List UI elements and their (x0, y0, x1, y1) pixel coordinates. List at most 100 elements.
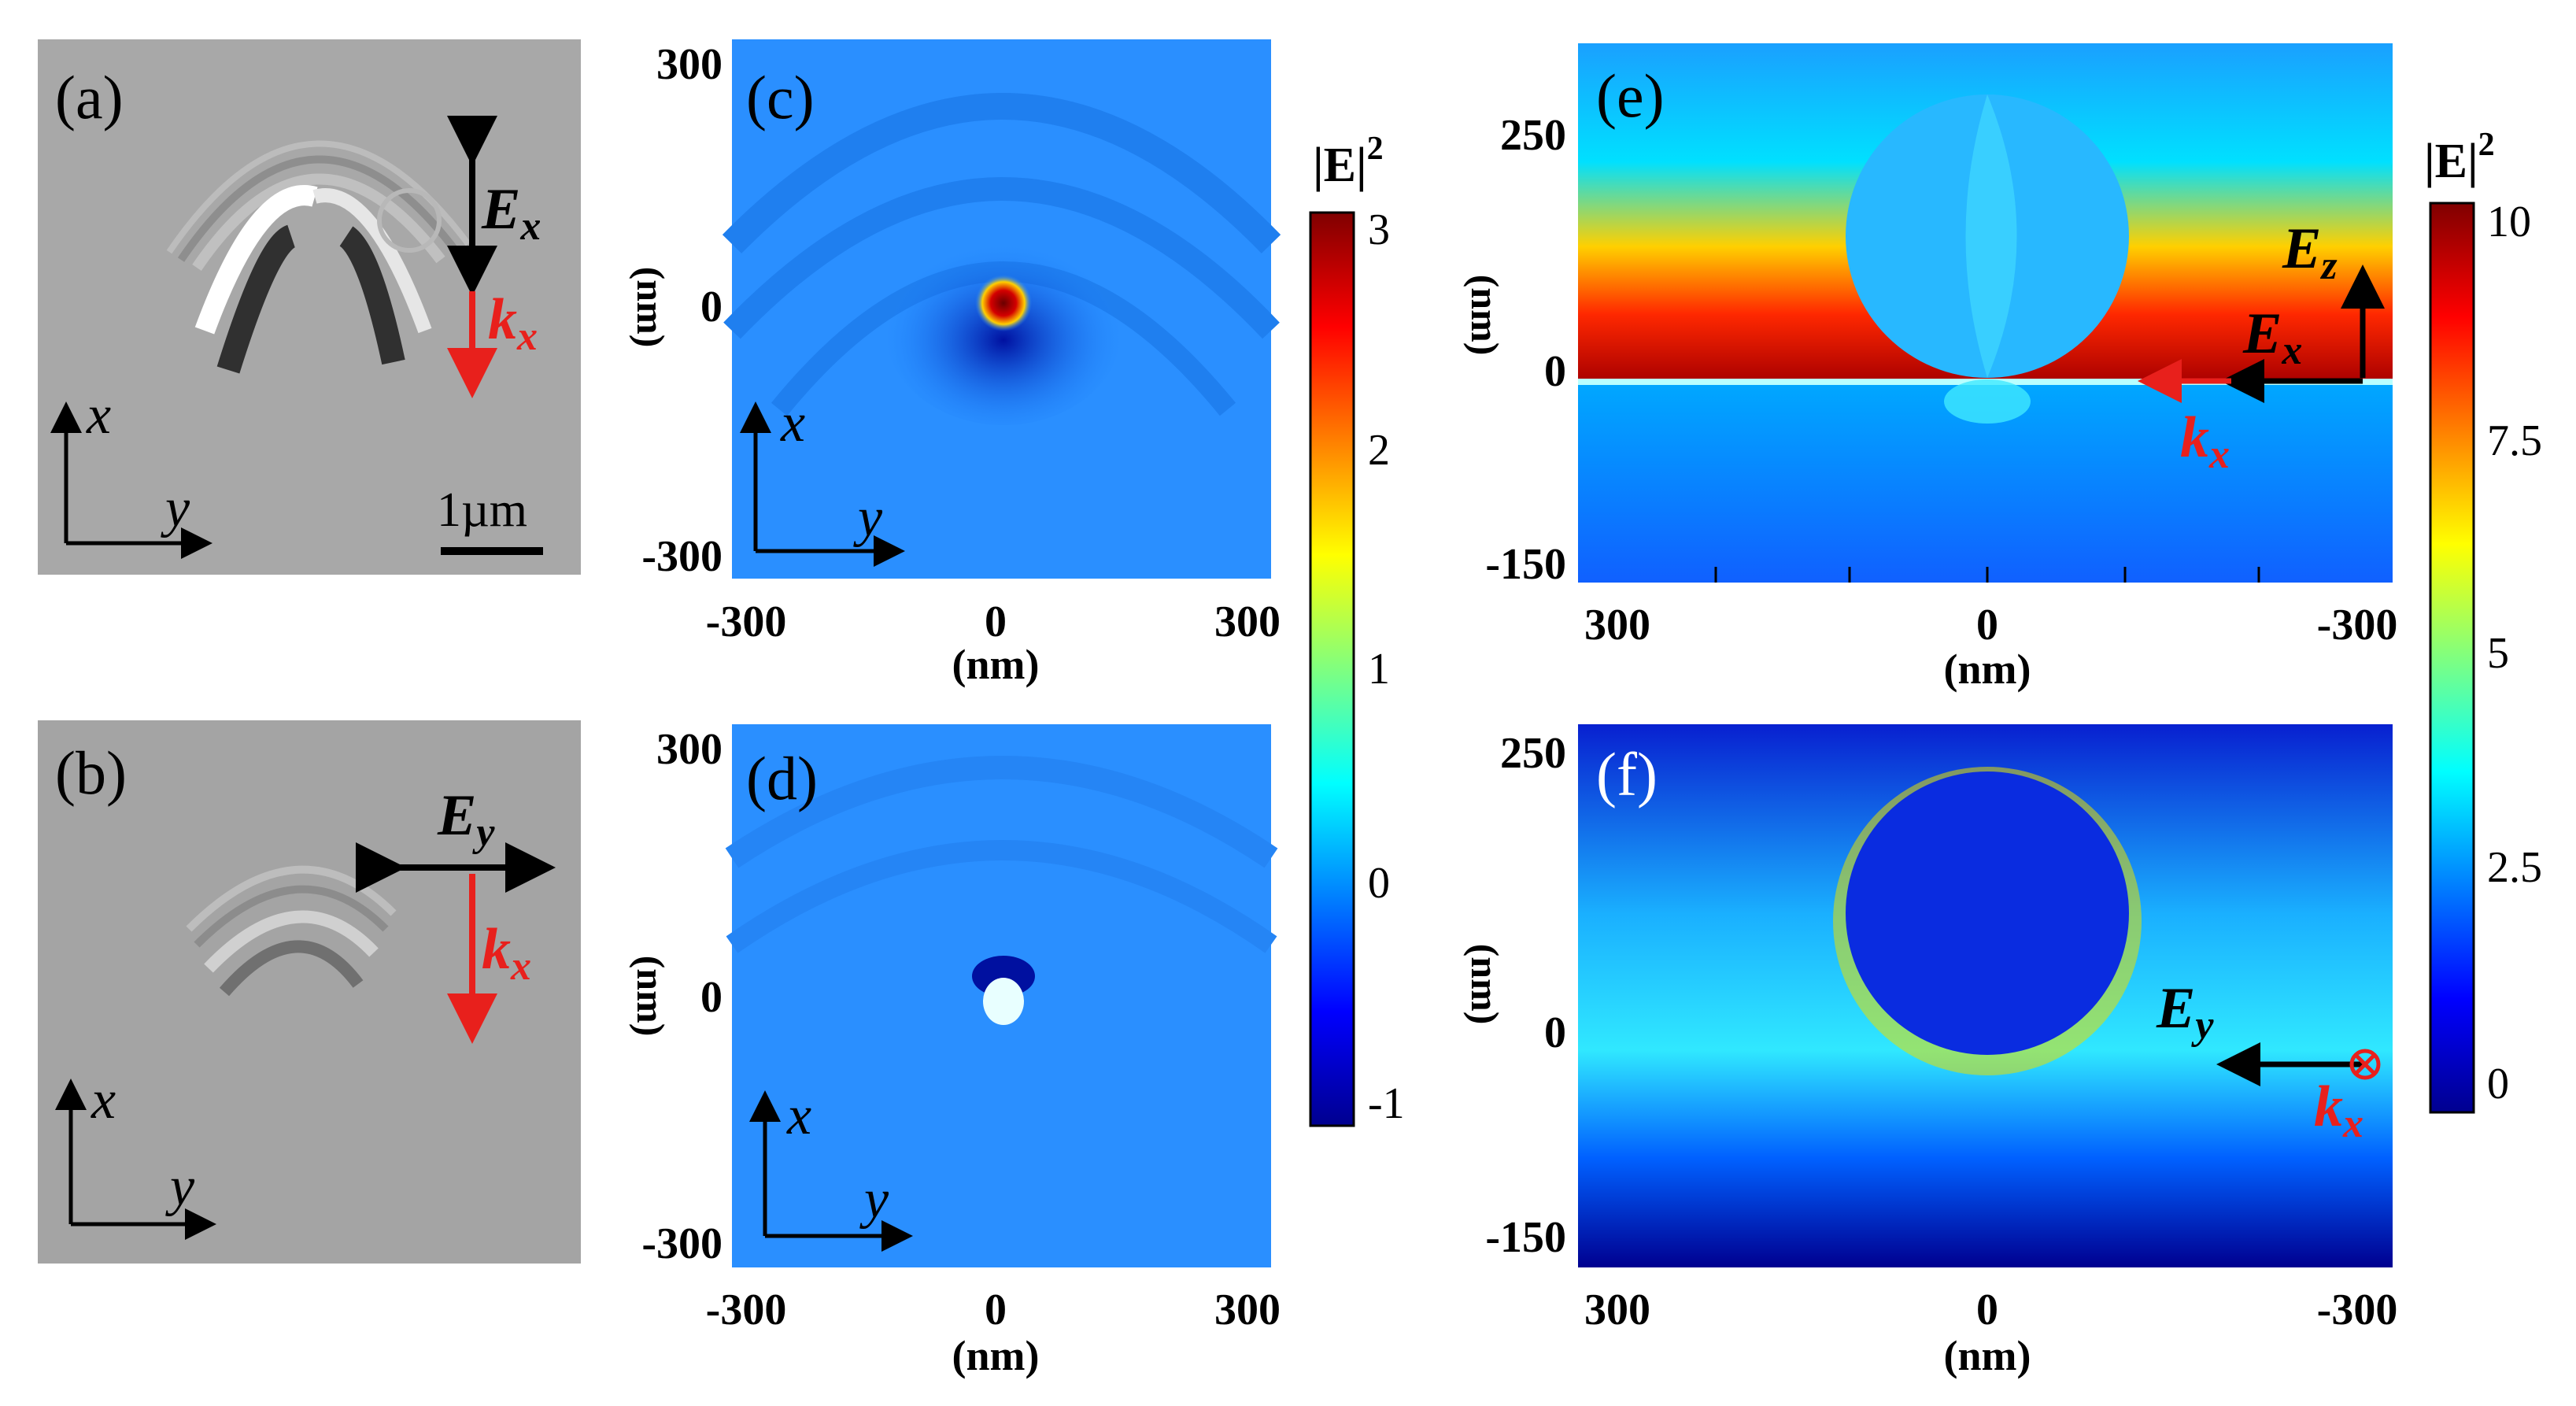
panel-e-field-x: E (2242, 302, 2282, 366)
panel-d-axes: x y (749, 1086, 913, 1252)
panel-d-axis-x: x (786, 1086, 811, 1146)
panel-b-axis-y: y (165, 1156, 195, 1217)
panel-c-xunit: (nm) (952, 641, 1040, 688)
colorbar-left-title: |E| (1313, 139, 1367, 192)
panel-b-field-arrow: Ey (356, 783, 556, 893)
svg-text:Ey: Ey (2156, 976, 2214, 1048)
panel-e-ytick-top: 250 (1500, 111, 1566, 160)
panel-e-yunit: (nm) (1463, 275, 1507, 356)
colorbar-left-tick-1: 1 (1368, 645, 1390, 694)
panel-b-field: E (437, 783, 476, 848)
colorbar-left-tick-0: 0 (1368, 859, 1390, 908)
colorbar-right-title: |E| (2424, 135, 2478, 188)
panel-a-axis-y: y (161, 478, 190, 538)
panel-c-label: (c) (746, 63, 815, 131)
panel-c-axes: x y (740, 393, 905, 567)
panel-a-fringes (166, 140, 471, 374)
panel-f-ytick-bottom: -150 (1485, 1213, 1566, 1262)
colorbar-left-tick-2: 2 (1368, 426, 1390, 475)
panel-e-field-z-arrow: Ez (2282, 216, 2385, 378)
panel-a-field-sub: x (519, 204, 541, 249)
panel-e-xticks-marks (1714, 567, 2260, 583)
colorbar-right-tick-10: 10 (2487, 198, 2531, 246)
svg-text:kx: kx (482, 917, 531, 989)
panel-a-scale-label: 1µm (437, 483, 527, 537)
panel-e-xunit: (nm) (1944, 646, 2031, 693)
panel-e: (e) Ez Ex kx 250 0 -150 (nm) 300 0 -300 … (1463, 43, 2397, 693)
panel-d-ytick-bottom: -300 (641, 1219, 723, 1268)
svg-text:|E|2: |E|2 (1313, 131, 1384, 192)
svg-text:Ez: Ez (2282, 216, 2338, 288)
panel-f-yunit: (nm) (1463, 944, 1507, 1025)
panel-a-label: (a) (55, 63, 124, 131)
panel-d-xtick-left: -300 (706, 1286, 787, 1334)
panel-e-field-x-sub: x (2281, 328, 2302, 373)
panel-f-xtick-left: 300 (1584, 1286, 1650, 1334)
panel-b-wave: k (482, 917, 511, 982)
panel-e-wave-sub: x (2208, 432, 2230, 477)
panel-b-axes: x y (55, 1070, 216, 1240)
svg-text:kx: kx (488, 287, 538, 359)
panel-f-label: (f) (1596, 740, 1658, 808)
panel-e-wave: k (2180, 405, 2209, 470)
panel-d-ytick-mid: 0 (700, 973, 723, 1022)
panel-f-xtick-mid: 0 (1976, 1286, 1998, 1334)
panel-a-axis-x: x (86, 385, 111, 446)
svg-text:Ex: Ex (481, 177, 541, 249)
panel-e-label: (e) (1596, 61, 1665, 130)
colorbar-left-tick-3: 3 (1368, 205, 1390, 254)
panel-a-field: E (481, 177, 520, 242)
colorbar-left: |E|2 3 2 1 0 -1 (1309, 131, 1405, 1128)
panel-d-yunit: (nm) (629, 956, 673, 1037)
panel-d: (d) x y 300 0 -300 (nm) -300 0 300 (nm) (629, 724, 1281, 1379)
panel-d-label: (d) (746, 744, 818, 812)
svg-text:Ex: Ex (2242, 302, 2302, 373)
panel-a-wave-sub: x (516, 314, 538, 359)
svg-text:kx: kx (2314, 1075, 2363, 1146)
panel-e-ytick-mid: 0 (1544, 347, 1566, 396)
panel-a-wave-arrow: kx (447, 287, 538, 398)
panel-c-xtick-right: 300 (1214, 598, 1281, 646)
panel-e-xtick-left: 300 (1584, 601, 1650, 649)
panel-e-field-x-arrow: Ex (2220, 302, 2363, 403)
panel-f-xtick-right: -300 (2317, 1286, 2398, 1334)
panel-c-ytick-top: 300 (656, 40, 723, 89)
panel-a-wave: k (488, 287, 517, 352)
panel-f-wave-symbol: kx (2314, 1049, 2381, 1146)
panel-b-wave-sub: x (510, 944, 531, 989)
svg-text:Ey: Ey (437, 783, 495, 855)
panel-f: (f) Ey kx 250 0 -150 (nm) 300 0 -300 (nm… (1463, 724, 2397, 1379)
panel-a-field-arrow: Ex (447, 116, 541, 296)
panel-a-axes: x y (50, 385, 213, 559)
panel-c-axis-y: y (853, 487, 883, 548)
colorbar-right-tick-7-5: 7.5 (2487, 416, 2542, 465)
panel-a: (a) Ex kx x y 1µm (38, 39, 581, 575)
panel-d-axis-y: y (859, 1169, 889, 1230)
panel-e-field-z-sub: z (2319, 243, 2338, 288)
panel-b-label: (b) (55, 738, 127, 807)
colorbar-right-tick-0: 0 (2487, 1060, 2509, 1108)
panel-e-field-z: E (2282, 216, 2321, 281)
colorbar-left-title-sup: 2 (1367, 131, 1384, 167)
panel-e-ytick-bottom: -150 (1485, 540, 1566, 589)
panel-b-wave-arrow: kx (447, 874, 531, 1044)
panel-a-scale-bar: 1µm (437, 483, 543, 555)
colorbar-right-tick-2-5: 2.5 (2487, 843, 2542, 892)
panel-e-xtick-mid: 0 (1976, 601, 1998, 649)
colorbar-right-title-sup: 2 (2478, 127, 2495, 163)
svg-text:kx: kx (2180, 405, 2230, 477)
panel-c-xtick-left: -300 (706, 598, 787, 646)
panel-c-ytick-bottom: -300 (641, 532, 723, 581)
colorbar-left-tick-neg1: -1 (1368, 1079, 1405, 1128)
panel-e-xtick-right: -300 (2317, 601, 2398, 649)
panel-b: (b) Ey kx x y (38, 720, 581, 1264)
panel-f-field-arrow: Ey (2156, 976, 2365, 1086)
panel-c-xtick-mid: 0 (985, 598, 1007, 646)
svg-text:|E|2: |E|2 (2424, 127, 2495, 188)
panel-f-wave: k (2314, 1075, 2343, 1139)
panel-b-axis-x: x (91, 1070, 116, 1130)
panel-d-ripples (725, 756, 1278, 953)
colorbar-right-tick-5: 5 (2487, 629, 2509, 678)
panel-d-xtick-mid: 0 (985, 1286, 1007, 1334)
